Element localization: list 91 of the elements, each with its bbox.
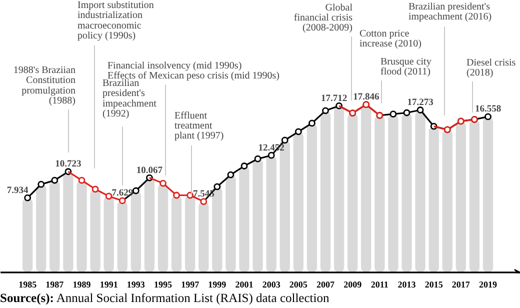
point xyxy=(24,194,32,202)
x-tick-label: 1999 xyxy=(208,280,227,290)
data-label: 17.712 xyxy=(320,94,348,104)
data-label: 17.846 xyxy=(353,92,380,103)
x-tick-label: 2001 xyxy=(235,280,254,290)
bar xyxy=(185,195,196,272)
bar xyxy=(293,132,304,272)
point xyxy=(268,152,275,159)
source-note: Source(s): Annual Social Information List (RAIS) data collection xyxy=(0,290,330,306)
bar xyxy=(334,106,344,272)
point xyxy=(390,110,397,118)
point xyxy=(308,120,316,127)
bar xyxy=(239,166,250,272)
data-label: 7.934 xyxy=(6,186,29,196)
bar xyxy=(252,158,263,272)
text: Cotton price increase (2010) xyxy=(360,28,422,50)
bar xyxy=(104,196,114,272)
bar xyxy=(198,202,209,272)
bar xyxy=(388,114,398,272)
point xyxy=(51,176,58,184)
point xyxy=(200,198,208,205)
annotation: Effluent treatment plant (1997) xyxy=(174,110,224,142)
x-tick-label: 2007 xyxy=(316,280,335,290)
x-tick-label: 1995 xyxy=(154,280,172,290)
text: Diesel crisis (2018) xyxy=(466,57,516,78)
point xyxy=(227,171,234,178)
bar xyxy=(212,186,222,272)
bar xyxy=(428,126,439,272)
point xyxy=(416,106,424,114)
bar xyxy=(361,104,372,272)
bar xyxy=(374,115,385,272)
x-tick-label: 2013 xyxy=(398,280,416,290)
bar xyxy=(226,174,236,272)
bar xyxy=(348,113,358,272)
data-label: 10.723 xyxy=(55,160,82,170)
bar xyxy=(306,123,318,272)
data-label: 17.273 xyxy=(407,98,434,108)
point xyxy=(118,197,126,204)
point xyxy=(240,162,248,170)
x-tick-label: 2015 xyxy=(424,280,444,290)
point xyxy=(92,186,99,193)
point xyxy=(78,176,86,184)
point xyxy=(322,107,329,114)
bar xyxy=(158,183,168,272)
point xyxy=(132,187,140,194)
point xyxy=(160,180,166,187)
bar xyxy=(266,155,276,272)
x-tick-label: 1985 xyxy=(18,280,38,290)
x-tick-label: 2019 xyxy=(479,280,498,290)
bar xyxy=(36,184,46,272)
text: Import substitution industrialization macroeconomic policy (1990s) xyxy=(78,0,154,42)
bar xyxy=(320,110,331,272)
bar xyxy=(50,180,60,272)
point xyxy=(294,128,302,136)
x-tick-label: 1997 xyxy=(181,280,200,290)
text: Brusque city flood (2011) xyxy=(380,56,432,78)
annotation: Brazilian president's impeachment (1992) xyxy=(102,78,157,120)
bar xyxy=(469,119,480,272)
data-label: 10.067 xyxy=(136,166,163,176)
point xyxy=(38,180,45,188)
x-tick-label: 1993 xyxy=(126,280,146,290)
text: Global financial crisis (2008-2009) xyxy=(294,2,353,34)
bar xyxy=(144,178,155,272)
x-tick-label: 2003 xyxy=(262,280,281,290)
x-tick-label: 1991 xyxy=(100,280,118,290)
bar xyxy=(76,180,87,272)
bar xyxy=(22,198,33,272)
point xyxy=(281,136,288,144)
x-tick-label: 2011 xyxy=(370,280,389,290)
x-tick-label: 1987 xyxy=(46,280,64,290)
point xyxy=(214,183,221,190)
bar xyxy=(482,116,494,272)
point xyxy=(254,155,262,162)
bar xyxy=(442,130,452,272)
x-tick-label: 1989 xyxy=(72,280,92,290)
annotation: 1988's Braziian Constitution promulgation (1988) xyxy=(13,65,76,106)
x-tick-label: 2017 xyxy=(452,280,470,290)
text: Brazilian president's impeachment (2016) xyxy=(408,1,492,22)
bar xyxy=(402,112,412,272)
point xyxy=(484,113,492,120)
x-tick-label: 2005 xyxy=(289,280,308,290)
data-label: 16.558 xyxy=(474,104,502,115)
bar xyxy=(415,110,426,272)
bar xyxy=(90,189,100,272)
bar xyxy=(117,200,128,272)
point xyxy=(105,192,112,200)
x-tick-label: 2009 xyxy=(344,280,362,290)
point xyxy=(403,109,410,116)
bar xyxy=(171,195,182,272)
bar xyxy=(456,121,466,272)
point xyxy=(173,192,180,199)
